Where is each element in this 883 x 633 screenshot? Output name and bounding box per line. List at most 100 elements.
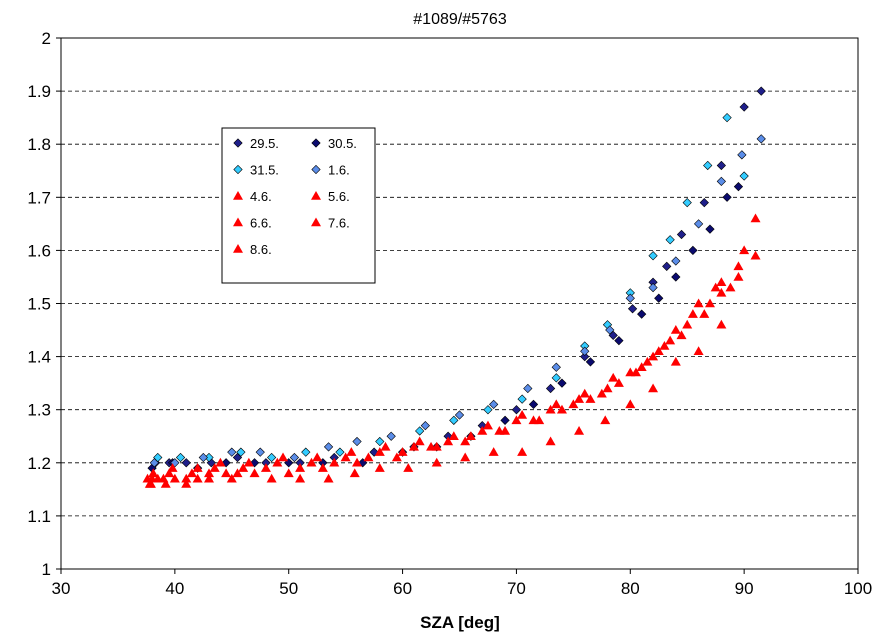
y-tick-label: 1 <box>42 560 51 579</box>
legend-label: 5.6. <box>328 189 350 204</box>
data-point <box>192 473 203 483</box>
data-point <box>737 150 747 160</box>
data-point <box>602 383 613 393</box>
data-point <box>670 356 681 366</box>
data-point <box>511 415 522 425</box>
data-point <box>704 298 715 308</box>
data-point <box>169 473 180 483</box>
data-point <box>181 479 192 488</box>
data-point <box>557 378 567 388</box>
data-point <box>750 250 761 260</box>
x-tick-label: 80 <box>621 579 640 598</box>
data-point <box>693 219 704 229</box>
legend-label: 4.6. <box>250 189 272 204</box>
data-point <box>317 463 328 472</box>
data-point <box>160 479 171 488</box>
data-point <box>699 197 709 208</box>
data-point <box>164 468 175 478</box>
data-point <box>517 394 527 404</box>
data-point <box>374 463 385 472</box>
x-tick-label: 90 <box>735 579 754 598</box>
data-point <box>349 468 360 478</box>
data-point <box>363 452 374 462</box>
data-point <box>415 426 425 436</box>
data-point <box>236 447 246 457</box>
data-point <box>523 383 533 394</box>
data-points <box>142 86 766 488</box>
data-point <box>739 171 749 181</box>
data-point <box>352 436 362 447</box>
data-point <box>500 415 510 425</box>
data-point <box>260 463 271 472</box>
data-point <box>627 304 638 314</box>
y-tick-label: 1.7 <box>27 188 51 207</box>
data-point <box>648 282 658 293</box>
y-tick-label: 1.5 <box>27 295 51 314</box>
data-point <box>149 458 159 468</box>
data-point <box>716 319 727 329</box>
data-point <box>659 340 670 350</box>
data-point <box>705 224 715 234</box>
y-tick-label: 1.9 <box>27 82 51 101</box>
data-point <box>556 404 567 414</box>
data-point <box>215 457 226 467</box>
legend-label: 30.5. <box>328 136 357 151</box>
data-point <box>278 452 289 462</box>
data-point <box>637 309 647 319</box>
data-point <box>449 415 459 425</box>
data-point <box>551 373 561 383</box>
data-point <box>167 463 178 472</box>
data-point <box>488 447 499 456</box>
data-point <box>295 463 306 472</box>
x-tick-label: 70 <box>507 579 526 598</box>
data-point <box>227 447 237 457</box>
data-point <box>148 468 159 478</box>
data-point <box>489 399 499 410</box>
y-tick-label: 1.6 <box>27 241 51 260</box>
legend-label: 1.6. <box>328 163 350 178</box>
data-point <box>585 394 596 403</box>
data-point <box>676 229 687 240</box>
data-point <box>574 394 585 403</box>
data-point <box>653 346 664 356</box>
data-point <box>477 425 488 435</box>
data-point <box>733 182 744 192</box>
data-point <box>255 447 265 457</box>
data-point <box>688 245 698 256</box>
data-point <box>630 367 641 377</box>
data-point <box>340 452 351 462</box>
data-point <box>306 457 317 467</box>
data-point <box>295 473 306 483</box>
data-point <box>204 473 215 483</box>
data-point <box>209 463 220 472</box>
data-point <box>750 213 761 223</box>
data-point <box>693 298 704 308</box>
data-point <box>699 309 710 318</box>
y-tick-label: 1.3 <box>27 401 51 420</box>
data-point <box>431 457 442 467</box>
data-point <box>147 473 158 483</box>
data-point <box>625 399 636 409</box>
data-point <box>710 282 721 292</box>
data-point <box>756 86 766 96</box>
data-point <box>665 235 675 245</box>
x-tick-label: 100 <box>844 579 872 598</box>
legend: 29.5. 30.5. 31.5. 1.6. 4.6. 5.6. 6.6. 7.6. 8.6. <box>221 127 376 284</box>
data-point <box>454 410 465 420</box>
data-point <box>226 473 237 483</box>
data-point <box>676 330 687 340</box>
data-point <box>192 463 203 472</box>
y-tick-label: 2 <box>42 29 51 48</box>
legend-marker <box>311 138 321 148</box>
data-point <box>283 468 294 478</box>
data-point <box>739 102 749 112</box>
y-tick-label: 1.2 <box>27 454 51 473</box>
y-tick-label: 1.1 <box>27 507 51 526</box>
data-point <box>670 325 681 334</box>
data-point <box>585 357 596 367</box>
data-point <box>323 442 334 452</box>
data-point <box>352 457 363 467</box>
data-point <box>648 351 659 361</box>
